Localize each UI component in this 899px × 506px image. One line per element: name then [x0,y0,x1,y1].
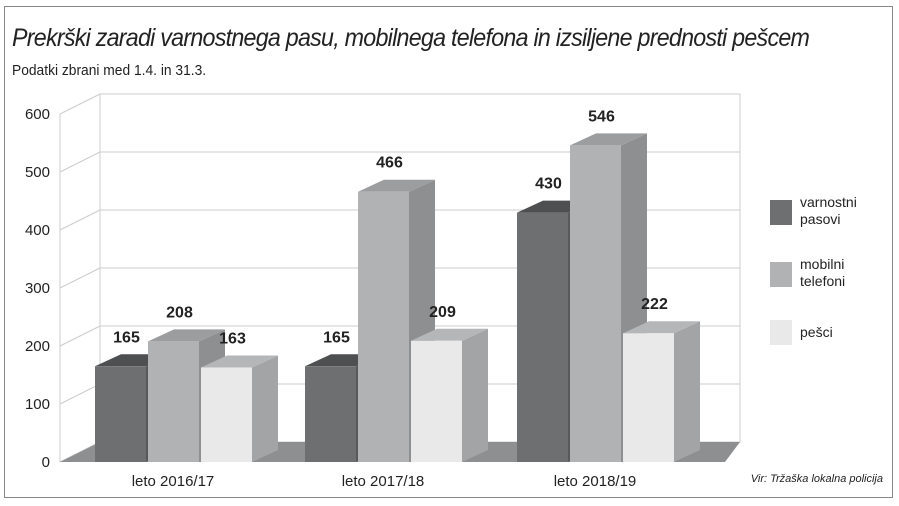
bar-top [358,179,435,192]
bar-top [148,329,225,342]
bar [95,366,146,462]
legend-swatch [770,200,792,225]
bar-top [623,321,700,334]
y-tick-label: 600 [25,106,50,123]
gridline-side [59,209,101,231]
y-tick-label: 500 [25,164,50,181]
chart-frame [4,6,893,498]
bar [623,333,674,462]
bar [570,145,621,462]
x-tick-label: leto 2017/18 [342,473,425,490]
legend-swatch [770,262,792,287]
data-label: 466 [376,155,403,172]
bar [411,340,462,462]
y-tick-label: 300 [25,280,50,297]
bar-top [570,133,647,146]
data-label: 430 [535,176,562,193]
bar-side [462,328,488,462]
gridline-side [59,93,101,115]
bar-side [252,355,278,462]
gridline-side [59,325,101,347]
legend-label: telefoni [800,273,845,289]
chart-subtitle: Podatki zbrani med 1.4. in 31.3. [12,62,207,79]
bar-top [411,328,488,341]
gridline-side [59,151,101,173]
bar [517,212,568,462]
chart-title: Prekrški zaradi varnostnega pasu, mobiln… [12,24,810,52]
bar-side [674,321,700,462]
data-label: 163 [219,330,246,347]
x-tick-label: leto 2016/17 [132,473,215,490]
data-label: 208 [166,304,193,321]
bar-top [201,355,278,368]
legend-label: mobilni [800,256,844,272]
bar [148,341,199,462]
legend-label: pasovi [800,211,840,227]
y-tick-label: 400 [25,222,50,239]
source-note: Vir: Tržaška lokalna policija [751,473,883,485]
y-tick-label: 100 [25,396,50,413]
data-label: 546 [588,108,615,125]
data-label: 165 [323,329,350,346]
legend-label: pešci [800,324,833,340]
data-label: 165 [113,329,140,346]
gridline-side [59,267,101,289]
data-label: 209 [429,304,456,321]
legend-swatch [770,320,792,345]
gridline-side [59,383,101,405]
legend-label: varnostni [800,194,857,210]
bar [201,367,252,462]
bar [305,366,356,462]
x-tick-label: leto 2018/19 [554,473,637,490]
y-tick-label: 0 [42,454,50,471]
data-label: 222 [641,296,668,313]
bar [358,191,409,462]
y-tick-label: 200 [25,338,50,355]
